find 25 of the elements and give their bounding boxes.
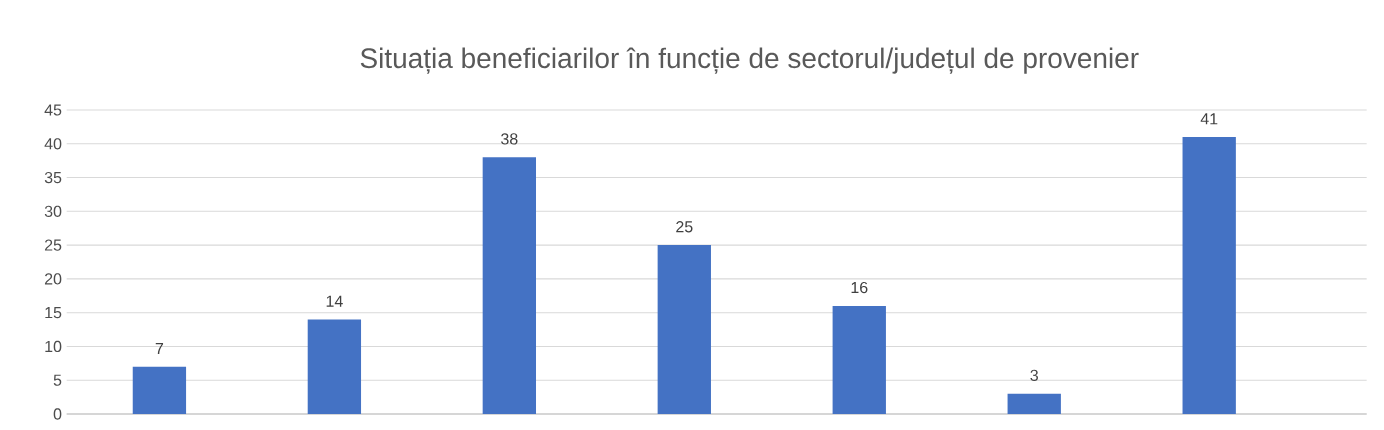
y-tick-label: 25 <box>44 239 62 251</box>
bar <box>307 319 362 414</box>
bar <box>132 366 187 414</box>
bar <box>832 305 886 414</box>
data-label: 38 <box>501 133 518 145</box>
data-label: 14 <box>326 295 343 307</box>
y-tick-label: 30 <box>44 205 62 217</box>
bar <box>1007 393 1061 414</box>
y-tick-label: 20 <box>44 273 62 285</box>
data-label: 3 <box>1030 369 1038 382</box>
data-label: 7 <box>155 343 164 354</box>
y-tick-label: 40 <box>44 138 62 150</box>
y-tick-label: 0 <box>53 408 62 420</box>
bar <box>657 245 711 414</box>
data-label: 25 <box>676 221 693 233</box>
bar <box>482 157 537 414</box>
y-tick-label: 45 <box>44 104 62 116</box>
chart-title: Situația beneficiarilor în funcție de sectorul/județul de provenier <box>360 47 1139 74</box>
y-tick-label: 5 <box>53 374 62 386</box>
y-tick-label: 35 <box>44 171 62 184</box>
data-label: 41 <box>1200 113 1218 125</box>
y-tick-label: 15 <box>45 307 62 319</box>
data-label: 16 <box>851 281 868 294</box>
y-tick-label: 10 <box>45 340 62 353</box>
bar <box>1182 137 1236 414</box>
